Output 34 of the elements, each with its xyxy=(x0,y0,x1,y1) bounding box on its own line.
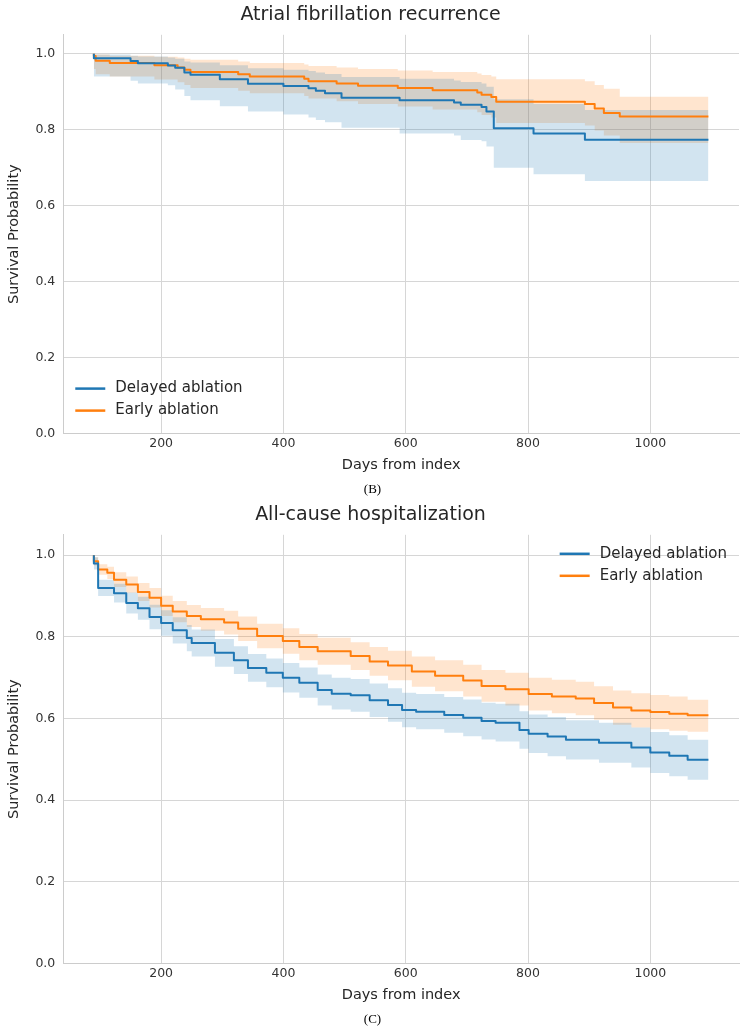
legend-label: Early ablation xyxy=(115,400,219,419)
x-tick-label: 600 xyxy=(393,965,418,981)
y-tick-label: 0.8 xyxy=(35,121,56,136)
x-tick-label: 400 xyxy=(271,965,296,981)
x-tick-label: 400 xyxy=(271,435,296,451)
legend-label: Early ablation xyxy=(599,565,704,584)
y-tick-label: 0.2 xyxy=(35,348,56,364)
legend-label: Delayed ablation xyxy=(115,378,243,397)
y-tick-label: 1.0 xyxy=(35,45,56,61)
y-tick-label: 0.0 xyxy=(35,954,56,970)
text: (C) xyxy=(362,1010,383,1028)
x-tick-label: 800 xyxy=(516,435,540,451)
x-tick-label: 1000 xyxy=(634,435,667,451)
y-tick-label: 0.6 xyxy=(35,196,56,212)
x-tick-label: 200 xyxy=(149,965,174,981)
y-tick-label: 0.6 xyxy=(35,709,56,725)
x-axis-title: Days from index xyxy=(341,456,461,473)
x-tick-label: 600 xyxy=(393,435,418,451)
x-tick-label: 800 xyxy=(516,965,540,981)
y-tick-label: 0.8 xyxy=(35,628,56,644)
x-tick-label: 1000 xyxy=(634,965,667,981)
y-axis-title: Survival Probability xyxy=(5,163,22,305)
text: (B) xyxy=(362,480,383,498)
y-tick-label: 0.0 xyxy=(35,424,56,440)
y-tick-label: 1.0 xyxy=(35,546,56,562)
x-axis-title: Days from index xyxy=(341,986,461,1003)
y-tick-label: 0.4 xyxy=(35,791,56,807)
chart-title: Atrial fibrillation recurrence xyxy=(240,2,501,25)
y-axis-title: Survival Probability xyxy=(5,678,22,820)
y-tick-label: 0.2 xyxy=(35,873,56,889)
legend-label: Delayed ablation xyxy=(599,543,727,562)
y-tick-label: 0.4 xyxy=(35,272,56,288)
x-tick-label: 200 xyxy=(149,435,174,451)
chart-title: All-cause hospitalization xyxy=(255,502,486,525)
